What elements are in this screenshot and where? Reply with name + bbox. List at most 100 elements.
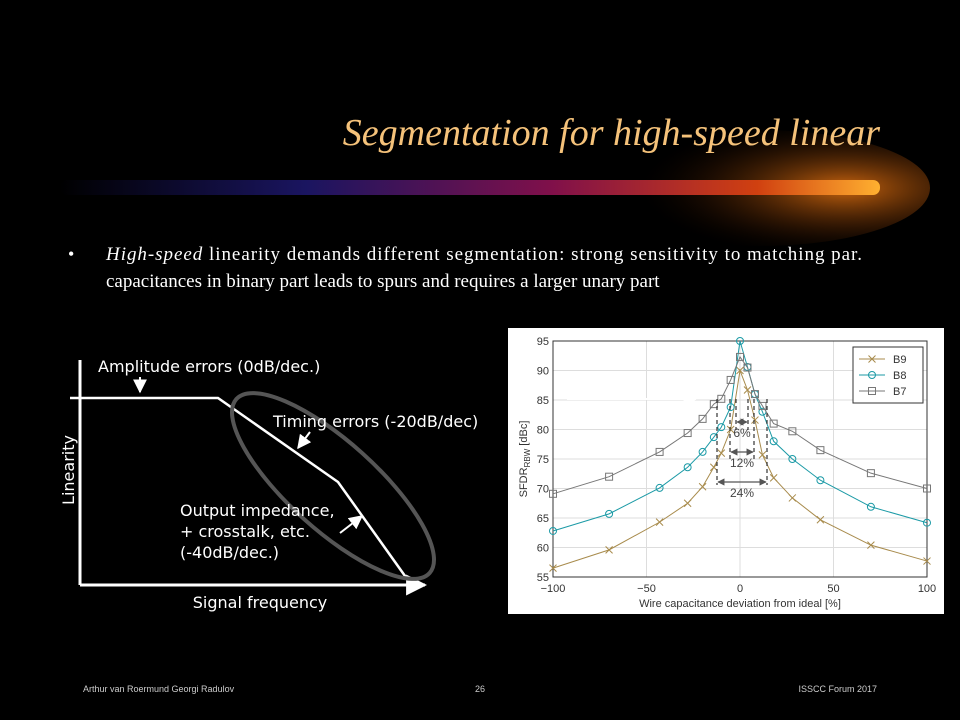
marker: [788, 494, 797, 502]
x-tick-label: −50: [637, 583, 656, 595]
y-tick-label: 80: [537, 425, 549, 437]
x-tick-label: 100: [918, 583, 936, 595]
x-tick-label: 0: [737, 583, 743, 595]
marker: [868, 387, 876, 395]
marker: [769, 419, 778, 428]
marker: [923, 557, 931, 565]
label: Output impedance,: [180, 501, 335, 520]
marker: [868, 355, 876, 363]
marker: [816, 476, 825, 485]
chart-annotations: [567, 392, 768, 486]
text: linearity demands different segmentation…: [203, 244, 862, 265]
marker: [788, 427, 797, 436]
marker: [867, 541, 875, 549]
authors: Arthur van Roermund Georgi Radulov: [83, 684, 235, 694]
marker: [769, 474, 778, 482]
marker: [726, 375, 735, 384]
marker: [758, 451, 767, 459]
bullet-dot: •: [68, 244, 74, 264]
marker: [866, 469, 875, 478]
marker: [736, 337, 744, 345]
annotation: 12%: [730, 456, 754, 470]
marker: [605, 546, 613, 554]
x-tick-label: −100: [541, 583, 566, 595]
marker: [683, 429, 692, 438]
marker: [868, 371, 876, 379]
annotation: 24%: [730, 486, 754, 500]
marker: [655, 518, 664, 526]
marker: [923, 518, 931, 527]
marker: [683, 499, 692, 508]
marker: [655, 447, 664, 456]
curve: [70, 396, 417, 591]
y-tick-label: 90: [537, 366, 549, 378]
marker: [750, 390, 759, 399]
marker: [726, 403, 735, 412]
footer: Arthur van Roermund Georgi Radulov 26 IS…: [83, 684, 877, 694]
legend-label: B9: [893, 354, 906, 366]
y-tick-label: 60: [537, 543, 549, 555]
marker: [605, 472, 614, 481]
marker: [549, 489, 557, 498]
title: Segmentation for high-speed linear: [343, 112, 880, 154]
chart: 55 60 65 70 75 80 85 90 95 −100 −50 0 50 100 Wire capa…: [518, 336, 936, 610]
marker: [717, 394, 726, 403]
italic: High-speed: [105, 244, 203, 265]
marker: [816, 446, 825, 455]
y-tick-label: 65: [537, 513, 549, 525]
label: + crosstalk, etc.: [180, 522, 310, 541]
series-line: [552, 355, 928, 495]
marker: [751, 416, 759, 424]
page-number: 26: [475, 684, 485, 694]
marker: [709, 463, 718, 472]
marker: [655, 483, 664, 492]
title-bar: [60, 180, 880, 195]
arrow: [339, 515, 364, 534]
marker: [605, 509, 614, 518]
y-label-main: SFDR: [518, 467, 530, 497]
y-tick-label: 55: [537, 572, 549, 584]
y-label-unit: [dBc]: [518, 421, 530, 449]
marker: [743, 386, 752, 394]
marker: [816, 515, 825, 524]
y-label-sub: RBW: [523, 448, 532, 467]
x-label: Signal frequency: [193, 593, 327, 612]
series-line: [552, 340, 928, 532]
marker: [769, 437, 778, 446]
y-tick-label: 75: [537, 454, 549, 466]
event: ISSCC Forum 2017: [798, 684, 877, 694]
marker: [736, 366, 744, 375]
marker: [549, 526, 557, 535]
x-axis-label: Wire capacitance deviation from ideal [%…: [639, 598, 841, 610]
marker: [866, 502, 875, 511]
marker: [743, 363, 752, 372]
marker: [698, 482, 707, 491]
marker: [698, 447, 707, 456]
y-tick-label: 70: [537, 484, 549, 496]
label: Amplitude errors (0dB/dec.): [98, 357, 320, 376]
x-tick-label: 50: [827, 583, 839, 595]
legend-label: B8: [893, 370, 906, 382]
marker: [717, 449, 726, 457]
y-tick-label: 95: [537, 336, 549, 348]
bullet-line: High-speed linearity demands different s…: [105, 244, 862, 265]
marker: [736, 352, 744, 361]
marker: [709, 400, 718, 409]
dashes: [716, 399, 768, 485]
marker: [698, 414, 707, 423]
bullet-line: capacitances in binary part leads to spu…: [106, 271, 660, 292]
marker: [549, 564, 557, 573]
annotation: 6%: [733, 426, 751, 440]
marker: [923, 484, 931, 493]
y-label: Linearity: [59, 435, 78, 505]
label: Timing errors (-20dB/dec): [272, 412, 478, 431]
legend-label: B7: [893, 386, 906, 398]
diagram: Amplitude errors (0dB/dec.) Timing error…: [59, 357, 478, 612]
annot-labels: 6% 12% 24%: [730, 426, 754, 500]
y-tick-label: 85: [537, 395, 549, 407]
arrow: [297, 431, 312, 450]
marker: [717, 423, 726, 432]
y-axis-label: SFDRRBW [dBc]: [518, 421, 532, 498]
label: (-40dB/dec.): [180, 543, 279, 562]
